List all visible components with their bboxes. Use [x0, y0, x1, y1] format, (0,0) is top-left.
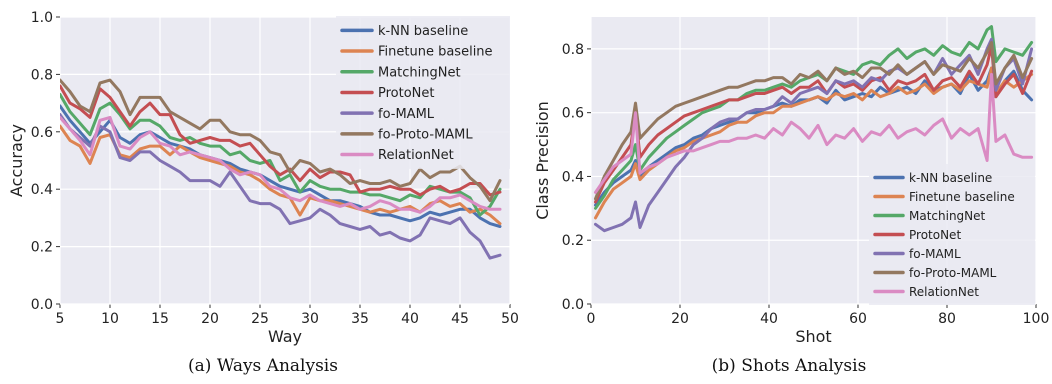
y-tick-label: 0.4	[31, 182, 53, 198]
y-tick-label: 1.0	[31, 10, 53, 26]
y-tick-label: 0.8	[31, 67, 53, 83]
y-tick-label: 0.2	[31, 240, 53, 256]
y-tick-label: 0.0	[31, 297, 53, 313]
series-line-relationnet	[60, 115, 502, 214]
x-tick-label: 20	[201, 311, 219, 327]
series-line-relationnet	[594, 72, 1034, 194]
legend-entry: k-NN baseline	[378, 24, 468, 39]
x-axis-label: Way	[268, 327, 302, 346]
series-line-protonet	[594, 44, 1034, 204]
y-axis-label: Class Precision	[533, 101, 552, 220]
shots-analysis-chart: 0 20 40 60 80 100 0.0 0.2 0.4 0.6 0.8 Shot Class Pre…	[533, 17, 1050, 346]
legend-entry: RelationNet	[909, 285, 979, 299]
series-line-k-nn-baseline	[60, 104, 502, 228]
x-tick-label: 5	[56, 311, 65, 327]
legend-entry: Finetune baseline	[909, 190, 1015, 204]
y-tick-label: 0.2	[562, 233, 584, 249]
x-tick-label: 40	[760, 311, 778, 327]
ways-analysis-chart: 5 10 15 20 25 30 35 40 45 50 0.0 0.2 0.4 0.6 0.8 1.0 Way…	[7, 10, 519, 346]
legend-entry: Finetune baseline	[378, 45, 493, 60]
series-line-finetune-baseline	[60, 124, 502, 226]
x-tick-label: 40	[401, 311, 419, 327]
x-tick-label: 45	[451, 311, 469, 327]
x-tick-label: 30	[301, 311, 319, 327]
legend-entry: fo-MAML	[909, 247, 961, 261]
legend-entry: k-NN baseline	[909, 171, 992, 185]
x-tick-label: 100	[1023, 311, 1050, 327]
x-axis-label: Shot	[795, 327, 831, 346]
legend-entry: ProtoNet	[378, 86, 435, 101]
shots-analysis-panel: 0 20 40 60 80 100 0.0 0.2 0.4 0.6 0.8 Shot Class Pre…	[526, 0, 1052, 384]
legend-entry: fo-Proto-MAML	[909, 266, 997, 280]
y-tick-label: 0.4	[562, 169, 584, 185]
y-tick-label: 0.0	[562, 297, 584, 313]
y-axis-label: Accuracy	[7, 124, 26, 197]
legend: k-NN baseline Finetune baseline MatchingNe…	[869, 164, 1035, 305]
legend-entry: MatchingNet	[909, 209, 986, 223]
ways-analysis-panel: 5 10 15 20 25 30 35 40 45 50 0.0 0.2 0.4 0.6 0.8 1.0 Way…	[7, 10, 519, 376]
series-line-protonet	[60, 84, 502, 197]
legend-entry: RelationNet	[378, 148, 454, 163]
legend-entry: ProtoNet	[909, 228, 961, 242]
x-tick-label: 80	[938, 311, 956, 327]
x-tick-label: 15	[151, 311, 169, 327]
series-line-fo-proto-maml	[594, 41, 1034, 201]
series-line-fo-maml	[60, 113, 502, 260]
legend: k-NN baseline Finetune baseline MatchingNe…	[336, 16, 510, 169]
x-tick-label: 35	[351, 311, 369, 327]
ways-analysis-caption: (a) Ways Analysis	[188, 356, 338, 376]
x-tick-label: 25	[251, 311, 269, 327]
y-tick-label: 0.6	[562, 106, 584, 122]
x-tick-label: 60	[849, 311, 867, 327]
legend-entry: fo-Proto-MAML	[378, 128, 473, 143]
series-line-fo-proto-maml	[60, 78, 502, 203]
x-tick-label: 50	[501, 311, 519, 327]
y-tick-label: 0.8	[562, 42, 584, 58]
legend-entry: fo-MAML	[378, 107, 435, 122]
series-line-fo-maml	[594, 37, 1034, 233]
y-tick-label: 0.6	[31, 125, 53, 141]
x-tick-label: 10	[101, 311, 119, 327]
x-tick-label: 20	[671, 311, 689, 327]
x-tick-label: 0	[587, 311, 596, 327]
shots-analysis-caption: (b) Shots Analysis	[711, 356, 867, 376]
legend-entry: MatchingNet	[378, 65, 461, 80]
